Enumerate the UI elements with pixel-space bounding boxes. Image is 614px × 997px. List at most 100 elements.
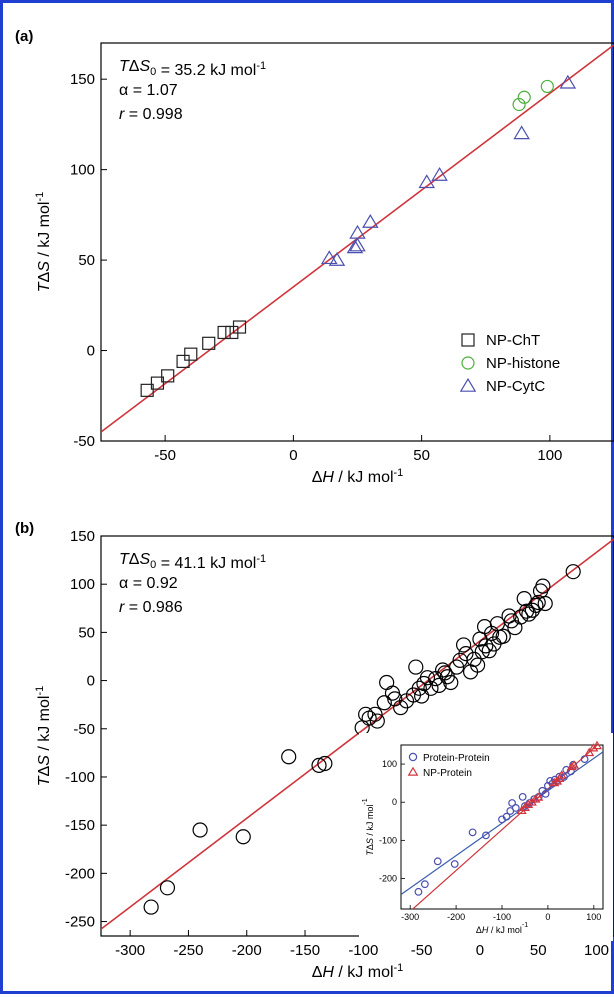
fit-annotation: α = 0.92	[119, 575, 178, 592]
data-point-np-cytc	[418, 174, 436, 189]
inset-x-tick-label: -300	[401, 912, 419, 922]
data-point	[311, 757, 327, 773]
y-tick-label: 150	[70, 528, 95, 545]
data-point	[192, 822, 208, 838]
legend-label-np-cytc: NP-CytC	[486, 378, 545, 395]
data-point-np-cht	[140, 383, 154, 397]
data-point	[376, 695, 392, 711]
data-point	[535, 578, 551, 594]
y-tick-label: 50	[78, 252, 95, 269]
plot-frame	[100, 535, 614, 937]
data-point	[478, 638, 494, 654]
inset-y-tick-label: 100	[382, 759, 397, 769]
fit-annotation: α = 1.07	[119, 82, 178, 99]
inset-data-point-np-protein	[584, 747, 595, 757]
data-point	[518, 603, 535, 619]
data-point	[524, 602, 540, 618]
data-point-np-cytc	[513, 125, 530, 140]
inset-x-tick-label: -100	[493, 912, 511, 922]
data-point	[143, 899, 159, 915]
x-tick-label: 0	[476, 942, 484, 959]
data-point-np-cytc	[349, 224, 366, 239]
data-point-np-histone	[540, 79, 554, 94]
inset-data-point-protein-protein	[468, 828, 477, 837]
inset-data-point-protein-protein	[420, 880, 429, 889]
data-point	[414, 688, 430, 704]
y-tick-label: -100	[65, 769, 95, 786]
panel-label-b: (b)	[15, 520, 34, 537]
x-tick-label: -300	[115, 942, 145, 959]
y-axis-title: TΔS / kJ mol-1	[34, 192, 53, 292]
data-point	[458, 645, 474, 662]
inset-legend-label-np-protein: NP-Protein	[423, 768, 472, 779]
inset-data-point-protein-protein	[433, 857, 442, 866]
y-tick-label: -200	[65, 865, 95, 882]
data-point	[367, 706, 383, 722]
data-point-np-cht	[202, 336, 216, 350]
data-point-np-histone	[512, 97, 526, 112]
x-tick-label: 50	[530, 942, 547, 959]
legend-marker-np-cht	[461, 333, 475, 347]
chart-canvas: (a) (b) -50 0 50 100 -50 0 50 100 150 ΔH / kJ mol…	[15, 28, 614, 981]
data-point	[159, 880, 176, 896]
y-tick-label: 150	[70, 71, 95, 88]
inset-data-point-np-protein	[530, 794, 541, 803]
data-point	[235, 829, 251, 845]
data-point-np-cht	[184, 347, 198, 361]
legend-label-np-cht: NP-ChT	[486, 332, 540, 349]
inset-y-tick-label: 0	[392, 797, 397, 807]
data-point	[513, 609, 529, 625]
data-point-np-cytc	[346, 239, 364, 254]
inset: -300 -200 -100 0 100 -200 -100 0 100 ΔH / kJ mol-…	[359, 733, 613, 941]
data-point	[408, 659, 424, 675]
data-point	[530, 594, 546, 611]
x-tick-label: 100	[537, 447, 562, 464]
data-point	[281, 749, 297, 765]
y-tick-label: -50	[73, 721, 95, 738]
data-point	[411, 680, 427, 696]
x-tick-label: -250	[173, 942, 203, 959]
data-point	[455, 637, 472, 653]
data-point-np-cytc	[349, 237, 366, 252]
x-axis-title: ΔH / kJ mol-1	[312, 467, 404, 486]
panel-a: -50 0 50 100 -50 0 50 100 150 ΔH / kJ mol-1 TΔS / …	[34, 42, 614, 486]
inset-data-point-protein-protein	[502, 812, 511, 821]
data-point	[354, 720, 370, 736]
inset-x-axis-title: ΔH / kJ mol-1	[476, 922, 528, 935]
data-point-np-cht	[161, 369, 175, 383]
fit-annotation: TΔS0 = 41.1 kJ mol-1	[119, 551, 266, 572]
panel-b: -300 -250 -200 -150 -100 -50 0 50 100 -250 -200 -15…	[34, 528, 614, 981]
data-point-np-cytc	[321, 250, 338, 265]
data-point-np-cht	[176, 354, 190, 368]
inset-y-tick-label: -200	[379, 873, 397, 883]
inset-data-point-np-protein	[549, 777, 560, 787]
data-point	[521, 606, 537, 622]
data-point	[537, 595, 553, 612]
data-point	[565, 564, 581, 580]
data-point	[495, 628, 511, 644]
inset-x-tick-label: 100	[586, 912, 601, 922]
y-tick-label: -250	[65, 914, 95, 931]
inset-data-point-protein-protein	[450, 860, 459, 868]
legend-marker-np-cytc	[459, 377, 477, 392]
inset-x-tick-label: 0	[545, 912, 550, 922]
inset-data-point-np-protein	[588, 743, 599, 752]
x-tick-label: -50	[154, 447, 176, 464]
inset-data-point-np-protein	[569, 760, 580, 769]
data-point	[431, 677, 447, 693]
data-point	[317, 755, 333, 772]
data-point-np-cht	[217, 325, 231, 340]
inset-data-point-protein-protein	[511, 804, 520, 812]
data-point-np-cht	[150, 376, 165, 390]
x-axis-title: ΔH / kJ mol-1	[312, 962, 404, 981]
inset-legend-marker-np-protein	[407, 766, 419, 776]
x-tick-label: 100	[584, 942, 609, 959]
x-tick-label: 0	[289, 447, 297, 464]
inset-x-tick-label: -200	[447, 912, 465, 922]
data-point	[369, 713, 385, 729]
data-point-np-histone	[517, 90, 531, 104]
data-point	[449, 659, 465, 675]
data-point	[423, 680, 439, 696]
y-tick-label: 0	[87, 673, 95, 690]
